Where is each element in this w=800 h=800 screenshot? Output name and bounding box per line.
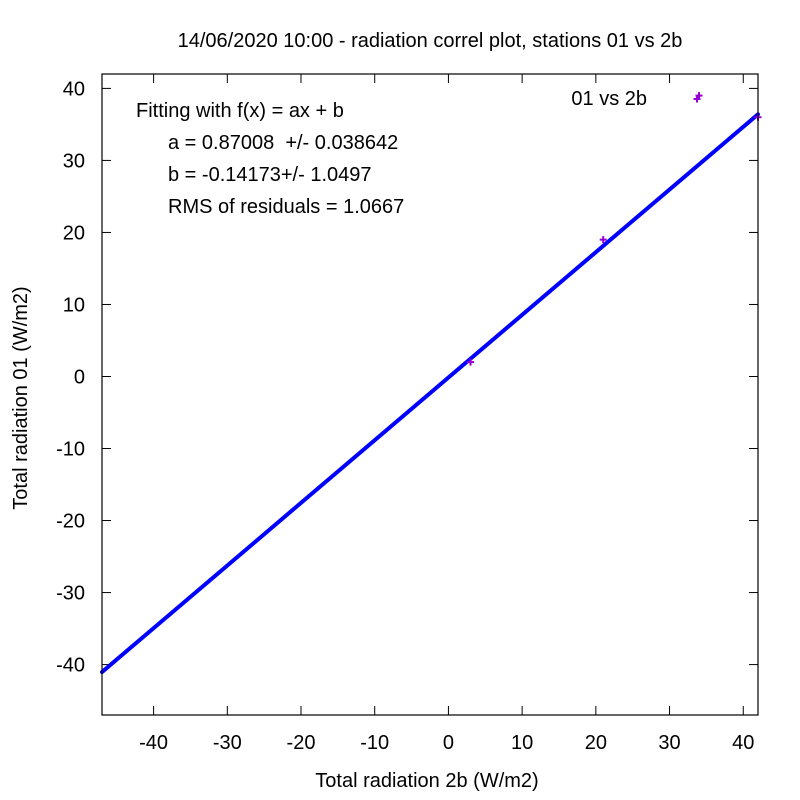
- y-tick-label: 20: [63, 222, 85, 244]
- fit-line-layer: [100, 112, 760, 675]
- x-axis-label: Total radiation 2b (W/m2): [315, 770, 538, 792]
- x-tick-label: 10: [511, 732, 533, 754]
- y-tick-label: -40: [56, 655, 85, 677]
- x-tick-label: 20: [585, 732, 607, 754]
- x-tick-label: -10: [360, 732, 389, 754]
- data-point: [599, 236, 607, 244]
- plot-frame: [101, 73, 759, 716]
- legend-marker: [693, 95, 701, 103]
- x-tick-label: 40: [732, 732, 754, 754]
- x-tick-label: 30: [658, 732, 680, 754]
- legend-label: 01 vs 2b: [571, 88, 647, 110]
- x-tick-label: -40: [139, 732, 168, 754]
- legend: 01 vs 2b: [571, 88, 701, 110]
- y-tick-label: 30: [63, 150, 85, 172]
- y-tick-label: -20: [56, 511, 85, 533]
- fit-annotation-line-1: Fitting with f(x) = ax + b: [136, 100, 344, 122]
- axis-ticks: -40 -30 -20 -10 0 10 20 30 40 -40 -30 -20 -10 0 10 20 30…: [56, 74, 758, 754]
- x-tick-label: 0: [443, 732, 454, 754]
- y-tick-label: -10: [56, 439, 85, 461]
- fit-annotation-line-4: RMS of residuals = 1.0667: [168, 196, 404, 218]
- fit-annotation: Fitting with f(x) = ax + b a = 0.87008 +…: [136, 100, 404, 218]
- x-tick-label: -30: [213, 732, 242, 754]
- chart-title: 14/06/2020 10:00 - radiation correl plot…: [178, 30, 683, 52]
- y-tick-label: 0: [74, 366, 85, 388]
- y-tick-label: -30: [56, 583, 85, 605]
- y-tick-label: 10: [63, 294, 85, 316]
- x-tick-label: -20: [287, 732, 316, 754]
- legend-marker-symbol: [693, 95, 701, 103]
- fit-annotation-line-2: a = 0.87008 +/- 0.038642: [168, 132, 398, 154]
- fit-line: [100, 112, 760, 675]
- y-axis-label: Total radiation 01 (W/m2): [10, 286, 32, 509]
- data-point: [467, 358, 475, 366]
- y-tick-label: 40: [63, 78, 85, 100]
- fit-annotation-line-3: b = -0.14173+/- 1.0497: [168, 164, 372, 186]
